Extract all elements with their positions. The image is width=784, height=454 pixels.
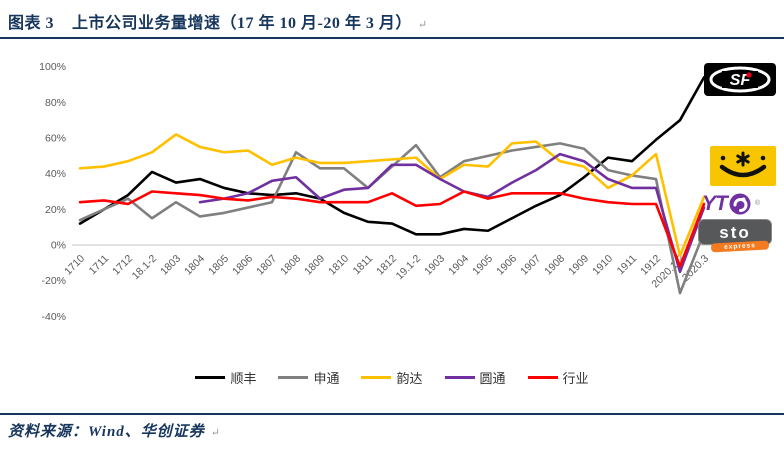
x-axis-tick-label: 1907 — [518, 253, 543, 278]
x-axis-tick-label: 1806 — [230, 253, 255, 278]
header-divider — [0, 37, 784, 39]
yto-globe-icon — [729, 193, 751, 214]
x-axis-tick-label: 1804 — [182, 253, 207, 278]
sf-logo-mark: SF — [709, 66, 771, 93]
legend-item-韵达: 韵达 — [361, 368, 423, 387]
figure-label: 图表 3 — [8, 15, 55, 32]
x-axis-tick-label: 1909 — [566, 253, 591, 278]
legend-swatch — [195, 375, 226, 380]
legend-label: 申通 — [313, 371, 340, 386]
series-line-圆通 — [198, 152, 706, 274]
x-axis-tick-label: 1807 — [254, 253, 279, 278]
legend-item-行业: 行业 — [527, 368, 589, 387]
x-axis-tick-label: 1803 — [158, 253, 183, 278]
chart-canvas: 100%80%60%40%20%0%-20%-40%1710 1711171218… — [39, 61, 712, 323]
x-axis-tick-label: 1908 — [542, 253, 567, 278]
legend-item-申通: 申通 — [278, 368, 339, 387]
legend-swatch — [361, 375, 392, 380]
y-axis-tick-label: 0% — [51, 240, 66, 252]
legend-swatch — [278, 375, 309, 380]
legend-label: 行业 — [562, 371, 589, 386]
legend-item-圆通: 圆通 — [444, 368, 506, 387]
legend-swatch — [527, 375, 558, 380]
x-axis-tick-label: 1903 — [422, 253, 447, 278]
x-axis-tick-label: 1711 — [87, 253, 112, 278]
y-axis-tick-label: -20% — [41, 275, 66, 287]
registered-mark: ® — [754, 200, 761, 207]
sto-express-banner: express — [710, 240, 770, 253]
x-axis-tick-label: 1910 — [590, 253, 615, 278]
x-axis-tick-label: 1710 — [62, 253, 87, 278]
x-axis-tick-label: 1811 — [351, 253, 376, 278]
y-axis-tick-label: 100% — [39, 61, 66, 73]
x-axis-tick-label: 1911 — [615, 253, 640, 278]
source-note: 资料来源：Wind、华创证券 ↵ — [8, 420, 221, 441]
sto-express-logo: sto express — [698, 219, 772, 253]
series-line-行业 — [78, 190, 706, 268]
chart-legend: 顺丰 申通 韵达 圆通 行业 — [0, 368, 784, 387]
sf-logo-text: SF — [730, 72, 752, 89]
growth-line-chart: 100% 80% 60% 40% 20% 0% -20% -40% 1710 1711 1712 18… — [30, 50, 750, 350]
x-axis-tick-label: 1805 — [206, 253, 231, 278]
footer-divider — [0, 413, 784, 415]
sf-express-logo: SF — [704, 63, 776, 96]
x-axis-tick-label: 1906 — [494, 253, 519, 278]
x-axis-tick-label: 19.1-2 — [394, 253, 424, 283]
series-line-顺丰 — [78, 76, 706, 236]
yunda-logo — [710, 146, 776, 186]
legend-label: 韵达 — [396, 371, 423, 386]
paragraph-return-mark: ↵ — [210, 427, 222, 439]
source-text: 资料来源：Wind、华创证券 — [8, 424, 205, 440]
figure-header: 图表 3 上市公司业务量增速（17 年 10 月-20 年 3 月） ↵ — [0, 0, 784, 39]
legend-swatch — [444, 375, 475, 380]
series-line-韵达 — [78, 133, 706, 257]
y-axis-tick-label: 20% — [45, 204, 66, 216]
yto-express-logo: YT ® — [702, 190, 774, 217]
paragraph-return-mark: ↵ — [417, 19, 428, 31]
y-axis-tick-label: 80% — [45, 97, 66, 109]
x-axis-tick-label: 1904 — [446, 253, 471, 278]
x-axis-tick-label: 18.1-2 — [130, 253, 160, 283]
yto-logo-text: YT — [702, 191, 728, 215]
yunda-smiley-icon — [719, 151, 767, 178]
x-axis-tick-label: 1905 — [470, 253, 495, 278]
x-axis-tick-label: 1810 — [326, 253, 351, 278]
legend-label: 圆通 — [479, 371, 506, 386]
y-axis-tick-label: 60% — [45, 133, 66, 145]
figure-title-row: 图表 3 上市公司业务量增速（17 年 10 月-20 年 3 月） ↵ — [0, 0, 784, 33]
x-axis-tick-label: 1809 — [302, 253, 327, 278]
legend-label: 顺丰 — [230, 371, 257, 386]
y-axis-tick-label: 40% — [45, 168, 66, 180]
legend-item-顺丰: 顺丰 — [195, 368, 256, 387]
page-title: 上市公司业务量增速（17 年 10 月-20 年 3 月） — [72, 15, 412, 32]
y-axis-tick-label: -40% — [41, 311, 66, 323]
x-axis-tick-label: 1808 — [278, 253, 303, 278]
